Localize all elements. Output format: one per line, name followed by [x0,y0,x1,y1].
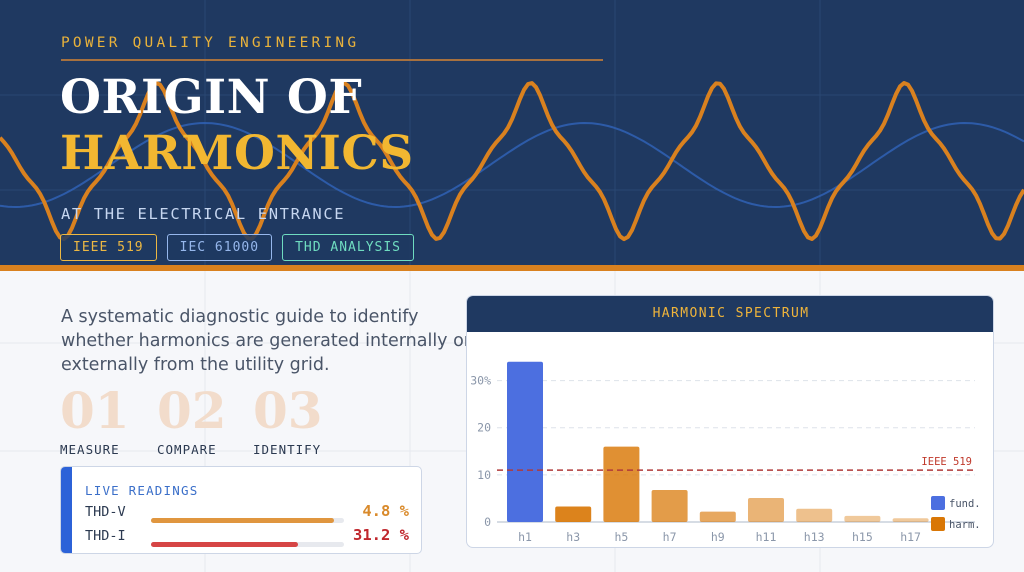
tag-thd-analysis: THD ANALYSIS [282,234,414,261]
reading-thd-v: THD-V 4.8 % [85,502,409,526]
y-tick-label: 30% [470,374,491,388]
live-readings-panel: LIVE READINGS THD-V 4.8 % THD-I 31.2 % [60,466,422,554]
tag-iec-61000: IEC 61000 [166,234,273,261]
hero-grid [0,0,1024,266]
x-tick-label: h9 [711,530,725,544]
limit-label: IEEE 519 [921,456,972,468]
step-measure: 01 MEASURE [60,381,130,458]
step-number: 01 [60,381,130,440]
y-tick-label: 0 [484,515,491,529]
hero-accent-bar [0,265,1024,271]
legend-label: harm. [949,519,981,531]
bar-h5 [603,446,640,522]
legend-swatch [931,496,945,510]
reading-track [151,518,344,523]
reading-track [151,542,344,547]
bar-h3 [555,506,592,522]
page-title-line1: ORIGIN OF [60,70,363,125]
y-tick-label: 10 [477,468,491,482]
reading-value: 31.2 % [353,526,409,544]
step-label: IDENTIFY [253,442,322,457]
hero-kicker: POWER QUALITY ENGINEERING [61,35,360,51]
page-title-line2: HARMONICS [60,126,414,181]
step-label: MEASURE [60,442,120,457]
standard-tags: IEEE 519 IEC 61000 THD ANALYSIS [60,234,414,261]
intro-description: A systematic diagnostic guide to identif… [61,307,472,375]
hero-banner: POWER QUALITY ENGINEERING ORIGIN OF HARM… [0,0,1024,266]
x-tick-label: h11 [756,530,777,544]
bar-h9 [699,511,736,522]
tag-ieee-519: IEEE 519 [60,234,157,261]
kicker-divider [61,59,603,61]
hero-waveform [0,80,1024,242]
reading-bar [151,542,298,547]
bar-h15 [844,515,881,522]
bar-h17 [892,518,929,522]
bar-h7 [651,489,688,522]
readings-title: LIVE READINGS [85,483,199,498]
step-number: 02 [157,381,227,440]
x-tick-label: h7 [663,530,677,544]
step-compare: 02 COMPARE [157,381,227,458]
step-number: 03 [253,381,323,440]
x-tick-label: h3 [566,530,580,544]
distorted-wave [0,80,1024,242]
reading-thd-i: THD-I 31.2 % [85,526,409,550]
harmonic-spectrum-card: HARMONIC SPECTRUM 0 10 20 30% h1 h3 h5 h7 h9 h11 h… [466,295,994,548]
reading-bar [151,518,335,523]
step-identify: 03 IDENTIFY [253,381,323,458]
panel-accent [61,467,72,553]
bar-h13 [796,508,833,522]
x-tick-label: h1 [518,530,532,544]
x-tick-label: h13 [804,530,825,544]
step-label: COMPARE [157,442,217,457]
y-tick-label: 20 [477,421,491,435]
bar-h1 [507,361,543,522]
legend-label: fund. [949,498,981,510]
x-tick-label: h17 [900,530,921,544]
reading-value: 4.8 % [362,502,409,520]
x-tick-label: h5 [614,530,628,544]
reading-label: THD-I [85,528,126,544]
harmonic-spectrum-chart: 0 10 20 30% h1 h3 h5 h7 h9 h11 h13 h15 h17 IEEE 519 fu… [470,361,981,544]
legend-swatch [931,517,945,531]
chart-title: HARMONIC SPECTRUM [467,296,993,332]
fundamental-wave [0,121,1024,209]
hero-subtitle: AT THE ELECTRICAL ENTRANCE [61,205,346,223]
bar-h11 [748,497,784,522]
reading-label: THD-V [85,504,126,520]
x-tick-label: h15 [852,530,873,544]
